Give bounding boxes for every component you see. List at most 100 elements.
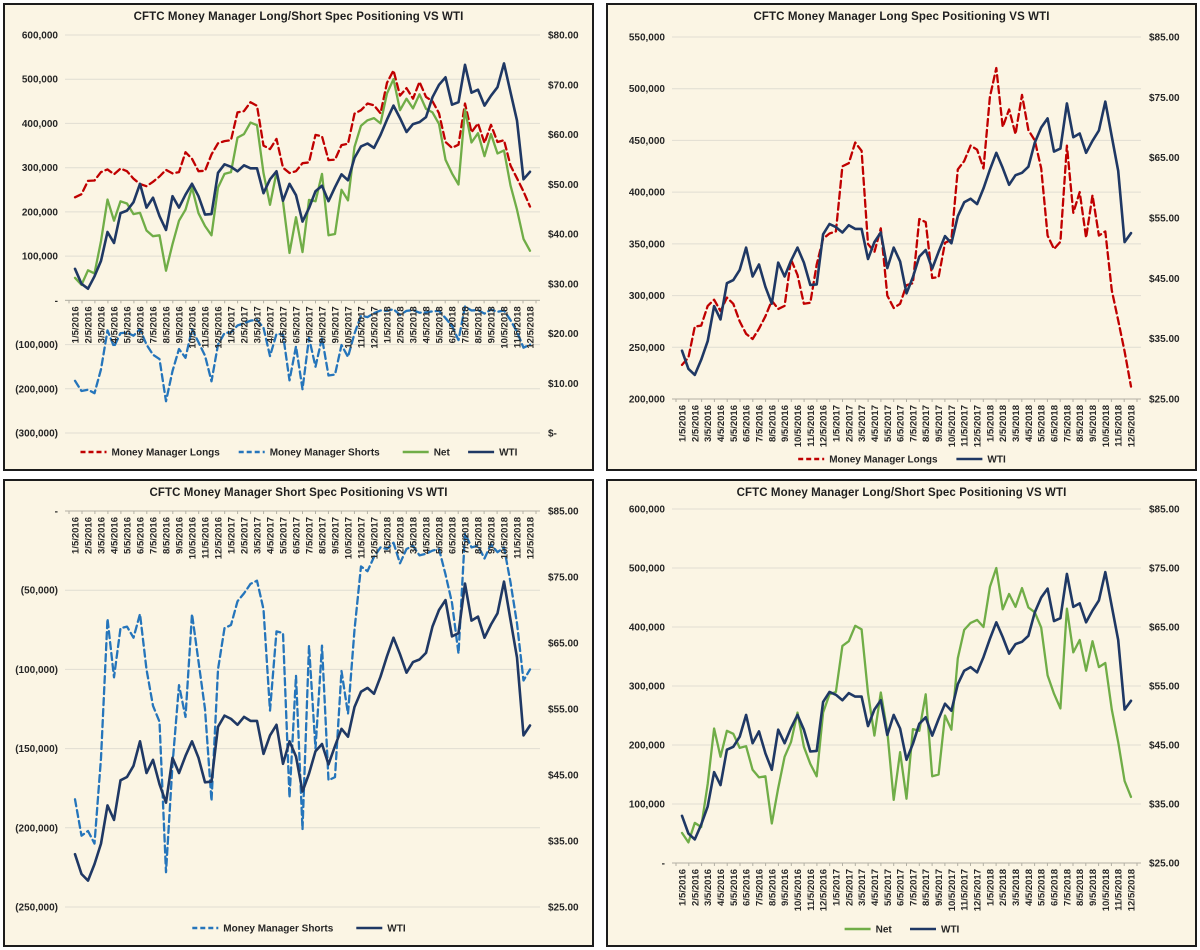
svg-text:$60.00: $60.00 xyxy=(548,130,579,141)
svg-text:7/5/2016: 7/5/2016 xyxy=(149,306,160,343)
svg-text:$45.00: $45.00 xyxy=(1149,741,1180,752)
svg-text:$70.00: $70.00 xyxy=(548,80,579,91)
svg-text:3/5/2016: 3/5/2016 xyxy=(703,405,714,442)
series-wti_usd xyxy=(680,570,1133,841)
svg-text:7/5/2018: 7/5/2018 xyxy=(461,517,472,554)
svg-text:7/5/2016: 7/5/2016 xyxy=(755,869,766,906)
svg-text:WTI: WTI xyxy=(499,448,518,459)
svg-text:10/5/2018: 10/5/2018 xyxy=(500,306,511,348)
svg-text:5/5/2017: 5/5/2017 xyxy=(883,869,894,906)
chart-panel-bottom-left: - (50,000) (100,000) (150,000) (200,000) (250… xyxy=(3,479,594,947)
svg-text:1/5/2018: 1/5/2018 xyxy=(383,517,394,554)
svg-text:Money Manager Shorts: Money Manager Shorts xyxy=(270,448,380,459)
svg-text:10/5/2017: 10/5/2017 xyxy=(344,517,355,559)
series-wti_usd xyxy=(680,100,1133,377)
svg-text:12/5/2018: 12/5/2018 xyxy=(526,306,537,348)
svg-text:11/5/2018: 11/5/2018 xyxy=(513,306,524,348)
svg-text:8/5/2016: 8/5/2016 xyxy=(767,405,778,442)
svg-text:4/5/2017: 4/5/2017 xyxy=(266,306,277,343)
svg-text:11/5/2016: 11/5/2016 xyxy=(806,869,817,911)
svg-text:9/5/2018: 9/5/2018 xyxy=(1088,869,1099,906)
svg-text:(100,000): (100,000) xyxy=(15,665,58,676)
svg-text:600,000: 600,000 xyxy=(629,505,666,516)
svg-text:$45.00: $45.00 xyxy=(1149,274,1180,285)
svg-text:4/5/2018: 4/5/2018 xyxy=(422,517,433,554)
x-axis-labels: 1/5/2016 2/5/2016 3/5/2016 4/5/2016 5/5/2016… xyxy=(678,869,1138,911)
svg-text:10/5/2018: 10/5/2018 xyxy=(500,517,511,559)
svg-text:1/5/2016: 1/5/2016 xyxy=(678,869,689,906)
svg-text:8/5/2016: 8/5/2016 xyxy=(767,869,778,906)
svg-text:11/5/2016: 11/5/2016 xyxy=(201,517,212,559)
svg-text:$25.00: $25.00 xyxy=(1149,395,1180,406)
svg-text:1/5/2017: 1/5/2017 xyxy=(831,869,842,906)
svg-text:3/5/2016: 3/5/2016 xyxy=(703,869,714,906)
svg-text:1/5/2016: 1/5/2016 xyxy=(71,517,82,554)
svg-text:10/5/2017: 10/5/2017 xyxy=(947,869,958,911)
svg-text:400,000: 400,000 xyxy=(22,119,59,130)
svg-text:550,000: 550,000 xyxy=(629,33,666,44)
svg-text:(100,000): (100,000) xyxy=(15,340,58,351)
svg-text:5/5/2016: 5/5/2016 xyxy=(123,306,134,343)
svg-text:11/5/2018: 11/5/2018 xyxy=(513,517,524,559)
svg-text:9/5/2017: 9/5/2017 xyxy=(934,405,945,442)
svg-text:4/5/2016: 4/5/2016 xyxy=(110,517,121,554)
svg-text:12/5/2016: 12/5/2016 xyxy=(819,405,830,447)
svg-text:12/5/2017: 12/5/2017 xyxy=(973,405,984,447)
svg-text:6/5/2016: 6/5/2016 xyxy=(136,517,147,554)
x-axis-labels: 1/5/2016 2/5/2016 3/5/2016 4/5/2016 5/5/2016… xyxy=(71,517,537,559)
svg-text:2/5/2016: 2/5/2016 xyxy=(84,517,95,554)
svg-text:5/5/2018: 5/5/2018 xyxy=(435,517,446,554)
svg-text:-: - xyxy=(55,507,58,518)
svg-text:4/5/2017: 4/5/2017 xyxy=(266,517,277,554)
svg-text:8/5/2016: 8/5/2016 xyxy=(162,306,173,343)
svg-text:(150,000): (150,000) xyxy=(15,744,58,755)
svg-text:8/5/2017: 8/5/2017 xyxy=(318,517,329,554)
svg-text:3/5/2018: 3/5/2018 xyxy=(1011,405,1022,442)
svg-text:9/5/2016: 9/5/2016 xyxy=(175,306,186,343)
svg-text:4/5/2017: 4/5/2017 xyxy=(870,405,881,442)
svg-text:10/5/2016: 10/5/2016 xyxy=(793,869,804,911)
svg-text:$85.00: $85.00 xyxy=(548,507,579,518)
svg-text:2/5/2018: 2/5/2018 xyxy=(998,869,1009,906)
svg-text:9/5/2017: 9/5/2017 xyxy=(331,306,342,343)
svg-text:2/5/2018: 2/5/2018 xyxy=(396,306,407,343)
category-axis xyxy=(65,299,540,304)
svg-text:$20.00: $20.00 xyxy=(548,329,579,340)
svg-text:3/5/2017: 3/5/2017 xyxy=(857,869,868,906)
svg-text:8/5/2016: 8/5/2016 xyxy=(162,517,173,554)
svg-text:$55.00: $55.00 xyxy=(1149,682,1180,693)
series-wti_usd xyxy=(73,580,532,882)
svg-text:$35.00: $35.00 xyxy=(1149,800,1180,811)
svg-text:5/5/2018: 5/5/2018 xyxy=(1037,869,1048,906)
svg-text:8/5/2017: 8/5/2017 xyxy=(318,306,329,343)
series-wti_usd xyxy=(73,62,532,291)
svg-text:$35.00: $35.00 xyxy=(1149,334,1180,345)
chart-panel-top-right: 550,000 500,000 450,000 400,000 350,000 300,0… xyxy=(606,3,1197,471)
svg-text:-: - xyxy=(662,859,665,870)
right-axis-labels: $85.00 $75.00 $65.00 $55.00 $45.00 $35.00 $25.… xyxy=(1149,33,1180,406)
svg-text:2/5/2017: 2/5/2017 xyxy=(844,405,855,442)
svg-text:10/5/2018: 10/5/2018 xyxy=(1101,869,1112,911)
svg-text:5/5/2017: 5/5/2017 xyxy=(883,405,894,442)
chart-canvas-top-left: 600,000 500,000 400,000 300,000 200,000 100,0… xyxy=(15,31,579,459)
legend: Net WTI xyxy=(844,925,960,936)
svg-text:4/5/2018: 4/5/2018 xyxy=(1024,405,1035,442)
svg-text:Money Manager Longs: Money Manager Longs xyxy=(112,448,221,459)
svg-text:9/5/2018: 9/5/2018 xyxy=(1088,405,1099,442)
left-axis-labels: - (50,000) (100,000) (150,000) (200,000) (250… xyxy=(15,507,58,914)
svg-text:7/5/2018: 7/5/2018 xyxy=(461,306,472,343)
svg-text:7/5/2016: 7/5/2016 xyxy=(755,405,766,442)
svg-text:Net: Net xyxy=(876,925,893,936)
svg-text:400,000: 400,000 xyxy=(629,623,666,634)
svg-text:1/5/2016: 1/5/2016 xyxy=(71,306,82,343)
svg-text:12/5/2016: 12/5/2016 xyxy=(214,517,225,559)
x-axis-labels: 1/5/2016 2/5/2016 3/5/2016 4/5/2016 5/5/2016… xyxy=(678,405,1138,447)
svg-text:8/5/2017: 8/5/2017 xyxy=(921,869,932,906)
svg-text:$55.00: $55.00 xyxy=(548,705,579,716)
svg-text:11/5/2017: 11/5/2017 xyxy=(357,517,368,559)
svg-text:5/5/2018: 5/5/2018 xyxy=(435,306,446,343)
svg-text:500,000: 500,000 xyxy=(22,75,59,86)
svg-text:4/5/2016: 4/5/2016 xyxy=(716,869,727,906)
svg-text:2/5/2017: 2/5/2017 xyxy=(240,306,251,343)
